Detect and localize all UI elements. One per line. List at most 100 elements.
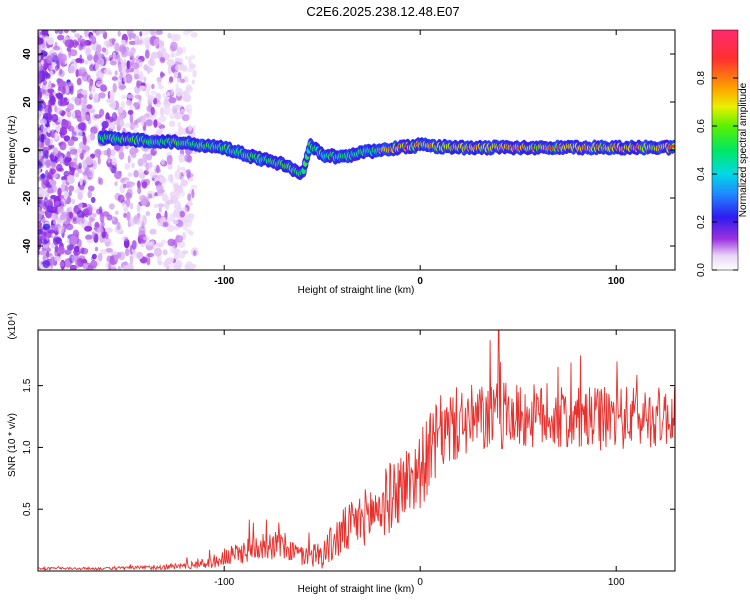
noise-speckle bbox=[145, 241, 153, 246]
noise-speckle bbox=[40, 59, 44, 65]
noise-speckle bbox=[98, 177, 104, 185]
noise-speckle bbox=[109, 267, 117, 270]
y-tick-label: 0.5 bbox=[22, 502, 33, 516]
noise-speckle bbox=[103, 237, 112, 245]
noise-speckle bbox=[166, 257, 174, 263]
noise-speckle bbox=[66, 110, 72, 118]
noise-speckle bbox=[184, 264, 190, 270]
noise-speckle bbox=[133, 170, 139, 178]
noise-speckle bbox=[85, 171, 93, 176]
noise-speckle bbox=[108, 103, 116, 108]
noise-speckle bbox=[109, 203, 115, 210]
noise-speckle bbox=[116, 118, 125, 128]
noise-speckle bbox=[149, 228, 157, 235]
noise-speckle bbox=[79, 185, 85, 191]
noise-speckle bbox=[185, 169, 191, 175]
x-tick-label: 100 bbox=[608, 276, 625, 287]
noise-speckle bbox=[43, 239, 48, 244]
noise-speckle bbox=[124, 236, 129, 242]
noise-speckle bbox=[89, 132, 96, 141]
noise-speckle bbox=[146, 105, 150, 112]
noise-speckle bbox=[84, 225, 93, 232]
noise-speckle bbox=[105, 248, 113, 253]
noise-speckle bbox=[191, 79, 195, 85]
noise-speckle bbox=[133, 119, 139, 126]
noise-speckle bbox=[128, 32, 133, 41]
noise-speckle bbox=[109, 96, 115, 103]
noise-speckle bbox=[82, 208, 90, 215]
noise-speckle bbox=[75, 58, 82, 63]
noise-speckle bbox=[131, 162, 135, 169]
noise-speckle bbox=[51, 213, 59, 221]
noise-speckle bbox=[57, 225, 65, 235]
noise-speckle bbox=[182, 46, 187, 54]
noise-speckle bbox=[87, 134, 91, 144]
noise-speckle bbox=[112, 51, 116, 61]
noise-speckle bbox=[173, 112, 182, 120]
noise-speckle bbox=[153, 119, 158, 128]
noise-speckle bbox=[48, 80, 52, 90]
noise-speckle bbox=[181, 114, 190, 122]
noise-speckle bbox=[69, 264, 77, 270]
noise-speckle bbox=[101, 231, 106, 239]
noise-speckle bbox=[107, 156, 111, 164]
noise-speckle bbox=[142, 37, 150, 46]
noise-speckle bbox=[38, 91, 42, 101]
noise-speckle bbox=[86, 239, 94, 244]
noise-speckle bbox=[72, 217, 77, 222]
noise-speckle bbox=[42, 70, 49, 76]
noise-speckle bbox=[143, 64, 149, 71]
noise-speckle bbox=[160, 106, 164, 117]
y-tick-label: -40 bbox=[22, 238, 33, 253]
noise-speckle bbox=[176, 78, 181, 83]
noise-speckle bbox=[54, 255, 61, 262]
noise-speckle bbox=[172, 219, 179, 225]
noise-speckle bbox=[156, 76, 162, 83]
noise-speckle bbox=[87, 190, 92, 199]
noise-speckle bbox=[52, 173, 58, 179]
noise-speckle bbox=[90, 260, 98, 269]
noise-speckle bbox=[71, 135, 75, 141]
noise-speckle bbox=[133, 73, 139, 80]
noise-speckle bbox=[167, 65, 172, 75]
noise-speckle bbox=[124, 73, 133, 84]
noise-speckle bbox=[180, 108, 185, 114]
noise-speckle bbox=[120, 100, 126, 110]
noise-speckle bbox=[157, 190, 164, 197]
spectrogram-axes: -100 0 100 -40 -20 0 20 40 bbox=[22, 30, 675, 287]
noise-speckle bbox=[177, 165, 181, 173]
noise-speckle bbox=[108, 262, 112, 269]
noise-speckle bbox=[187, 215, 194, 222]
noise-speckle bbox=[85, 47, 91, 57]
snr-ylabel: SNR (10 * v/v) bbox=[7, 413, 18, 477]
noise-speckle bbox=[117, 265, 122, 270]
noise-speckle bbox=[163, 261, 168, 268]
y-tick-label: 20 bbox=[22, 96, 33, 108]
noise-speckle bbox=[114, 70, 118, 76]
noise-speckle bbox=[91, 231, 96, 238]
noise-speckle bbox=[92, 30, 97, 33]
noise-speckle bbox=[145, 162, 150, 172]
noise-speckle bbox=[77, 122, 86, 132]
noise-speckle bbox=[67, 125, 75, 132]
noise-speckle bbox=[56, 59, 60, 69]
colorbar-scale bbox=[711, 29, 739, 271]
noise-speckle bbox=[71, 198, 76, 205]
noise-speckle bbox=[47, 106, 53, 114]
noise-speckle bbox=[187, 193, 192, 201]
noise-speckle bbox=[182, 91, 187, 96]
noise-speckle bbox=[179, 252, 186, 259]
noise-speckle bbox=[87, 185, 95, 192]
noise-speckle bbox=[69, 49, 78, 57]
noise-speckle bbox=[157, 203, 165, 208]
noise-speckle bbox=[148, 58, 156, 67]
noise-speckle bbox=[169, 213, 176, 222]
noise-speckle bbox=[131, 240, 137, 250]
noise-speckle bbox=[98, 206, 103, 214]
noise-speckle bbox=[64, 156, 71, 167]
colorbar-tick-label: 0.6 bbox=[696, 119, 707, 133]
noise-speckle bbox=[101, 120, 109, 129]
noise-speckle bbox=[38, 110, 41, 121]
noise-speckle bbox=[59, 220, 64, 227]
